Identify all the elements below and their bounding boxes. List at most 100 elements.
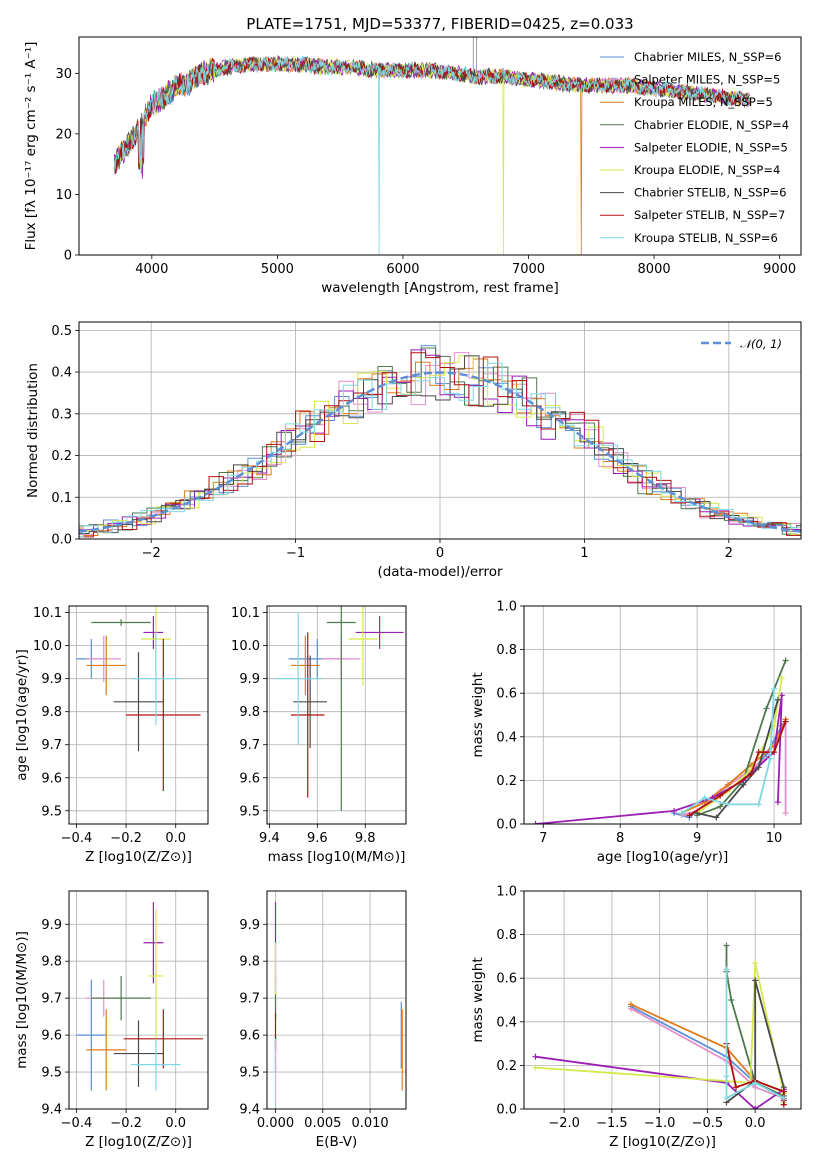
- mass-vs-Z-xtick-label: 0.0: [165, 1116, 186, 1131]
- age-vs-Z-xtick-label: −0.4: [61, 831, 93, 846]
- age-vs-mass-ytick-label: 9.9: [239, 672, 260, 687]
- legend-label: Chabrier ELODIE, N_SSP=4: [634, 118, 789, 132]
- age-vs-Z-xtick-label: 0.0: [165, 831, 186, 846]
- residuals-xtick-label: 2: [725, 546, 733, 561]
- massweight-vs-Z-ylabel: mass weight: [470, 957, 486, 1042]
- residuals-ytick-label: 0.1: [51, 491, 72, 506]
- massweight-marker: [723, 1095, 730, 1102]
- mass-vs-Z-ylabel: mass [log10(M/M⊙)]: [14, 931, 30, 1069]
- massweight-series-line: [696, 677, 783, 814]
- age-vs-mass-frame: [266, 605, 407, 825]
- residuals-plot-area: [79, 345, 801, 538]
- residuals-frame: [78, 321, 802, 540]
- mass-vs-EBV-xtick-label: 0.010: [351, 1116, 388, 1131]
- mass-vs-Z-xtick-label: −0.4: [61, 1116, 93, 1131]
- massweight-series-line: [688, 721, 787, 817]
- massweight-marker: [780, 1101, 787, 1108]
- massweight-vs-age-xlabel: age [log10(age/yr)]: [597, 849, 729, 865]
- age-vs-Z-panel: −0.4 −0.2 0.0 9.5 9.6 9.7 9.8 9.9 10.0 10.1 Z [log…: [14, 605, 209, 865]
- massweight-vs-Z-xtick-label: 0.0: [745, 1116, 766, 1131]
- massweight-vs-Z-panel: −2.0 −1.5 −1.0 −0.5 0.0 0.0 0.2 0.4 0.6 0.8 1.0 Z […: [470, 885, 802, 1150]
- massweight-marker: [752, 1106, 759, 1109]
- massweight-vs-age-xtick-label: 9: [693, 831, 701, 846]
- spectrum-ytick-label: 20: [55, 127, 72, 142]
- residuals-xtick-label: −1: [286, 546, 305, 561]
- massweight-marker: [771, 749, 778, 756]
- residuals-ylabel: Normed distribution: [25, 363, 41, 498]
- massweight-vs-Z-ytick-label: 0.8: [496, 928, 517, 943]
- massweight-vs-age-ytick-label: 0.6: [496, 687, 517, 702]
- massweight-marker: [755, 764, 762, 771]
- mass-vs-EBV-panel: 0.000 0.005 0.010 9.4 9.5 9.6 9.7 9.8 9.9 E(B-V): [239, 890, 407, 1150]
- massweight-marker: [752, 977, 759, 984]
- legend-label: Chabrier STELIB, N_SSP=6: [634, 186, 786, 200]
- age-vs-Z-xlabel: Z [log10(Z/Z⊙)]: [85, 849, 192, 865]
- massweight-marker: [717, 803, 724, 810]
- massweight-vs-age-panel: 7 8 9 10 0.0 0.2 0.4 0.6 0.8 1.0 age [log10(age/yr…: [470, 600, 802, 865]
- spectrum-xtick-label: 9000: [763, 262, 796, 277]
- legend-label: Salpeter STELIB, N_SSP=7: [634, 208, 785, 222]
- spectrum-xtick-label: 4000: [135, 262, 168, 277]
- legend-label: Kroupa MILES, N_SSP=5: [634, 95, 773, 109]
- massweight-marker: [767, 755, 774, 762]
- mass-vs-Z-ytick-label: 9.5: [41, 1066, 62, 1081]
- massweight-marker: [774, 696, 781, 703]
- massweight-vs-age-ytick-label: 0.4: [496, 730, 517, 745]
- age-vs-mass-ytick-label: 10.0: [231, 639, 260, 654]
- massweight-vs-age-ylabel: mass weight: [470, 672, 486, 757]
- massweight-marker: [771, 685, 778, 692]
- mass-vs-EBV-ytick-label: 9.7: [239, 992, 260, 1007]
- legend-label: Chabrier MILES, N_SSP=6: [634, 50, 781, 64]
- massweight-marker: [782, 718, 789, 725]
- age-vs-mass-plot-area: [274, 606, 404, 811]
- massweight-marker: [532, 1064, 539, 1071]
- massweight-vs-Z-ytick-label: 0.6: [496, 972, 517, 987]
- age-vs-Z-frame: [68, 605, 209, 825]
- spectrum-plot-area: [113, 37, 750, 255]
- massweight-marker: [780, 1095, 787, 1102]
- mass-vs-Z-plot-area: [76, 902, 204, 1091]
- age-vs-Z-ytick-label: 10.1: [33, 606, 62, 621]
- massweight-vs-Z-xtick-label: −1.0: [644, 1116, 676, 1131]
- massweight-marker: [728, 997, 735, 1003]
- massweight-vs-Z-xtick-label: −1.5: [596, 1116, 628, 1131]
- massweight-marker: [747, 770, 754, 777]
- legend-label: 𝒩(0, 1): [740, 337, 782, 351]
- age-vs-mass-xtick-label: 9.6: [307, 831, 328, 846]
- massweight-vs-Z-plot-area: [532, 942, 787, 1109]
- massweight-vs-Z-ytick-label: 0.4: [496, 1015, 517, 1030]
- age-vs-Z-ytick-label: 9.6: [41, 771, 62, 786]
- mass-vs-Z-frame: [68, 890, 209, 1110]
- residuals-ytick-label: 0.4: [51, 366, 72, 381]
- spectrum-xtick-label: 5000: [261, 262, 294, 277]
- age-vs-mass-xtick-label: 9.8: [355, 831, 376, 846]
- massweight-vs-age-ytick-label: 0.2: [496, 774, 517, 789]
- mass-vs-Z-panel: −0.4 −0.2 0.0 9.4 9.5 9.6 9.7 9.8 9.9 Z [log10(Z/…: [14, 890, 209, 1150]
- massweight-series-line: [681, 688, 775, 814]
- massweight-vs-age-plot-area: [532, 657, 789, 824]
- mass-vs-Z-ytick-label: 9.7: [41, 992, 62, 1007]
- mass-vs-EBV-ytick-label: 9.9: [239, 918, 260, 933]
- massweight-marker: [782, 657, 789, 664]
- mass-vs-Z-xlabel: Z [log10(Z/Z⊙)]: [85, 1134, 192, 1150]
- massweight-vs-age-ytick-label: 0.0: [496, 818, 517, 833]
- massweight-marker: [778, 674, 785, 681]
- residuals-ytick-label: 0.5: [51, 324, 72, 339]
- spectrum-ytick-label: 30: [55, 67, 72, 82]
- age-vs-mass-ytick-label: 9.5: [239, 804, 260, 819]
- massweight-marker: [671, 807, 678, 814]
- mass-vs-EBV-ytick-label: 9.4: [239, 1103, 260, 1118]
- residuals-ytick-label: 0.2: [51, 449, 72, 464]
- mass-vs-EBV-frame: [266, 890, 407, 1110]
- massweight-marker: [678, 810, 685, 817]
- massweight-marker: [724, 781, 731, 788]
- massweight-vs-Z-xtick-label: −0.5: [692, 1116, 724, 1131]
- normal-curve: [79, 371, 801, 533]
- massweight-vs-Z-frame: [523, 890, 802, 1110]
- age-vs-Z-ytick-label: 9.8: [41, 705, 62, 720]
- massweight-marker: [723, 966, 730, 973]
- mass-vs-EBV-ytick-label: 9.6: [239, 1029, 260, 1044]
- massweight-vs-Z-ytick-label: 0.2: [496, 1059, 517, 1074]
- massweight-vs-age-xtick-label: 8: [616, 831, 624, 846]
